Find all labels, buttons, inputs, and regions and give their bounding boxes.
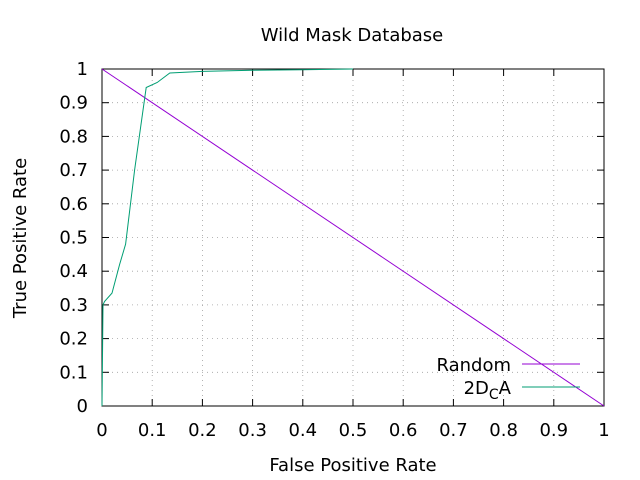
x-axis: 0 0.1 0.2 0.3 0.4 0.5 0.6 0.7 0.8 0.9 1 bbox=[96, 69, 610, 441]
y-tick-label: 0.1 bbox=[59, 362, 88, 383]
y-tick-label: 0 bbox=[77, 396, 88, 417]
chart-title: Wild Mask Database bbox=[261, 25, 444, 46]
x-tick-label: 0 bbox=[96, 420, 107, 441]
x-tick-label: 0.2 bbox=[188, 420, 217, 441]
y-axis-label: True Positive Rate bbox=[10, 158, 31, 319]
series-line-2dca bbox=[101, 68, 354, 407]
y-tick-label: 0.6 bbox=[59, 194, 88, 215]
y-axis: 0 0.1 0.2 0.3 0.4 0.5 0.6 0.7 0.8 0.9 1 bbox=[59, 59, 604, 417]
x-tick-label: 0.5 bbox=[339, 420, 368, 441]
legend-label: Random bbox=[436, 355, 511, 376]
x-tick-label: 0.3 bbox=[238, 420, 267, 441]
y-tick-label: 0.5 bbox=[59, 228, 88, 249]
x-tick-label: 0.8 bbox=[489, 420, 518, 441]
x-tick-label: 0.7 bbox=[439, 420, 468, 441]
x-tick-label: 0.6 bbox=[389, 420, 418, 441]
x-tick-label: 0.9 bbox=[539, 420, 568, 441]
x-axis-label: False Positive Rate bbox=[269, 455, 436, 476]
legend-label: 2DCA bbox=[464, 378, 512, 403]
y-tick-label: 1 bbox=[77, 59, 88, 80]
series-line-random bbox=[101, 68, 605, 407]
y-tick-label: 0.2 bbox=[59, 329, 88, 350]
x-tick-label: 0.4 bbox=[288, 420, 317, 441]
x-tick-label: 1 bbox=[598, 420, 609, 441]
y-tick-label: 0.8 bbox=[59, 126, 88, 147]
y-tick-label: 0.3 bbox=[59, 295, 88, 316]
y-tick-label: 0.9 bbox=[59, 93, 88, 114]
y-tick-label: 0.4 bbox=[59, 261, 88, 282]
y-tick-label: 0.7 bbox=[59, 160, 88, 181]
series-layer bbox=[101, 68, 605, 407]
x-tick-label: 0.1 bbox=[138, 420, 167, 441]
